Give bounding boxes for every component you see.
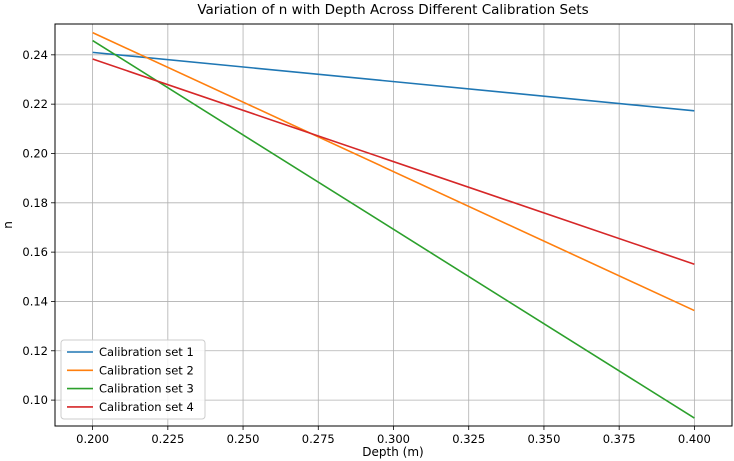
legend-label: Calibration set 2 <box>99 363 194 377</box>
series-line-calibration-set-2 <box>92 31 695 312</box>
y-tick-label: 0.16 <box>22 245 48 259</box>
legend-label: Calibration set 4 <box>99 400 194 414</box>
legend-label: Calibration set 3 <box>99 382 194 396</box>
x-tick-label: 0.275 <box>302 432 335 446</box>
legend-label: Calibration set 1 <box>99 345 194 359</box>
x-tick-label: 0.325 <box>452 432 485 446</box>
y-tick-label: 0.10 <box>22 393 48 407</box>
x-tick-label: 0.225 <box>151 432 184 446</box>
legend-box <box>60 339 206 420</box>
x-axis: 0.200 0.225 0.250 0.275 0.300 0.325 0.350 0.375… <box>76 426 711 446</box>
y-tick-label: 0.14 <box>22 294 48 308</box>
x-tick-label: 0.200 <box>76 432 109 446</box>
x-axis-label: Depth (m) <box>362 445 423 459</box>
y-tick-label: 0.12 <box>22 344 48 358</box>
x-tick-label: 0.400 <box>678 432 711 446</box>
series-line-calibration-set-1 <box>92 51 695 112</box>
x-tick-label: 0.300 <box>377 432 410 446</box>
series-line-calibration-set-4 <box>92 58 695 265</box>
y-tick-label: 0.24 <box>22 48 48 62</box>
x-tick-label: 0.375 <box>603 432 636 446</box>
y-tick-label: 0.22 <box>22 97 48 111</box>
y-tick-label: 0.20 <box>22 146 48 160</box>
x-tick-label: 0.250 <box>227 432 260 446</box>
x-tick-label: 0.350 <box>527 432 560 446</box>
legend: Calibration set 1 Calibration set 2 Calibr… <box>60 339 206 420</box>
chart-title: Variation of n with Depth Across Differe… <box>197 2 588 18</box>
series-layer <box>92 31 695 419</box>
y-tick-label: 0.18 <box>22 196 48 210</box>
y-axis: 0.10 0.12 0.14 0.16 0.18 0.20 0.22 0.24 <box>22 48 55 407</box>
y-axis-label: n <box>1 221 15 229</box>
series-line-calibration-set-3 <box>92 39 695 419</box>
